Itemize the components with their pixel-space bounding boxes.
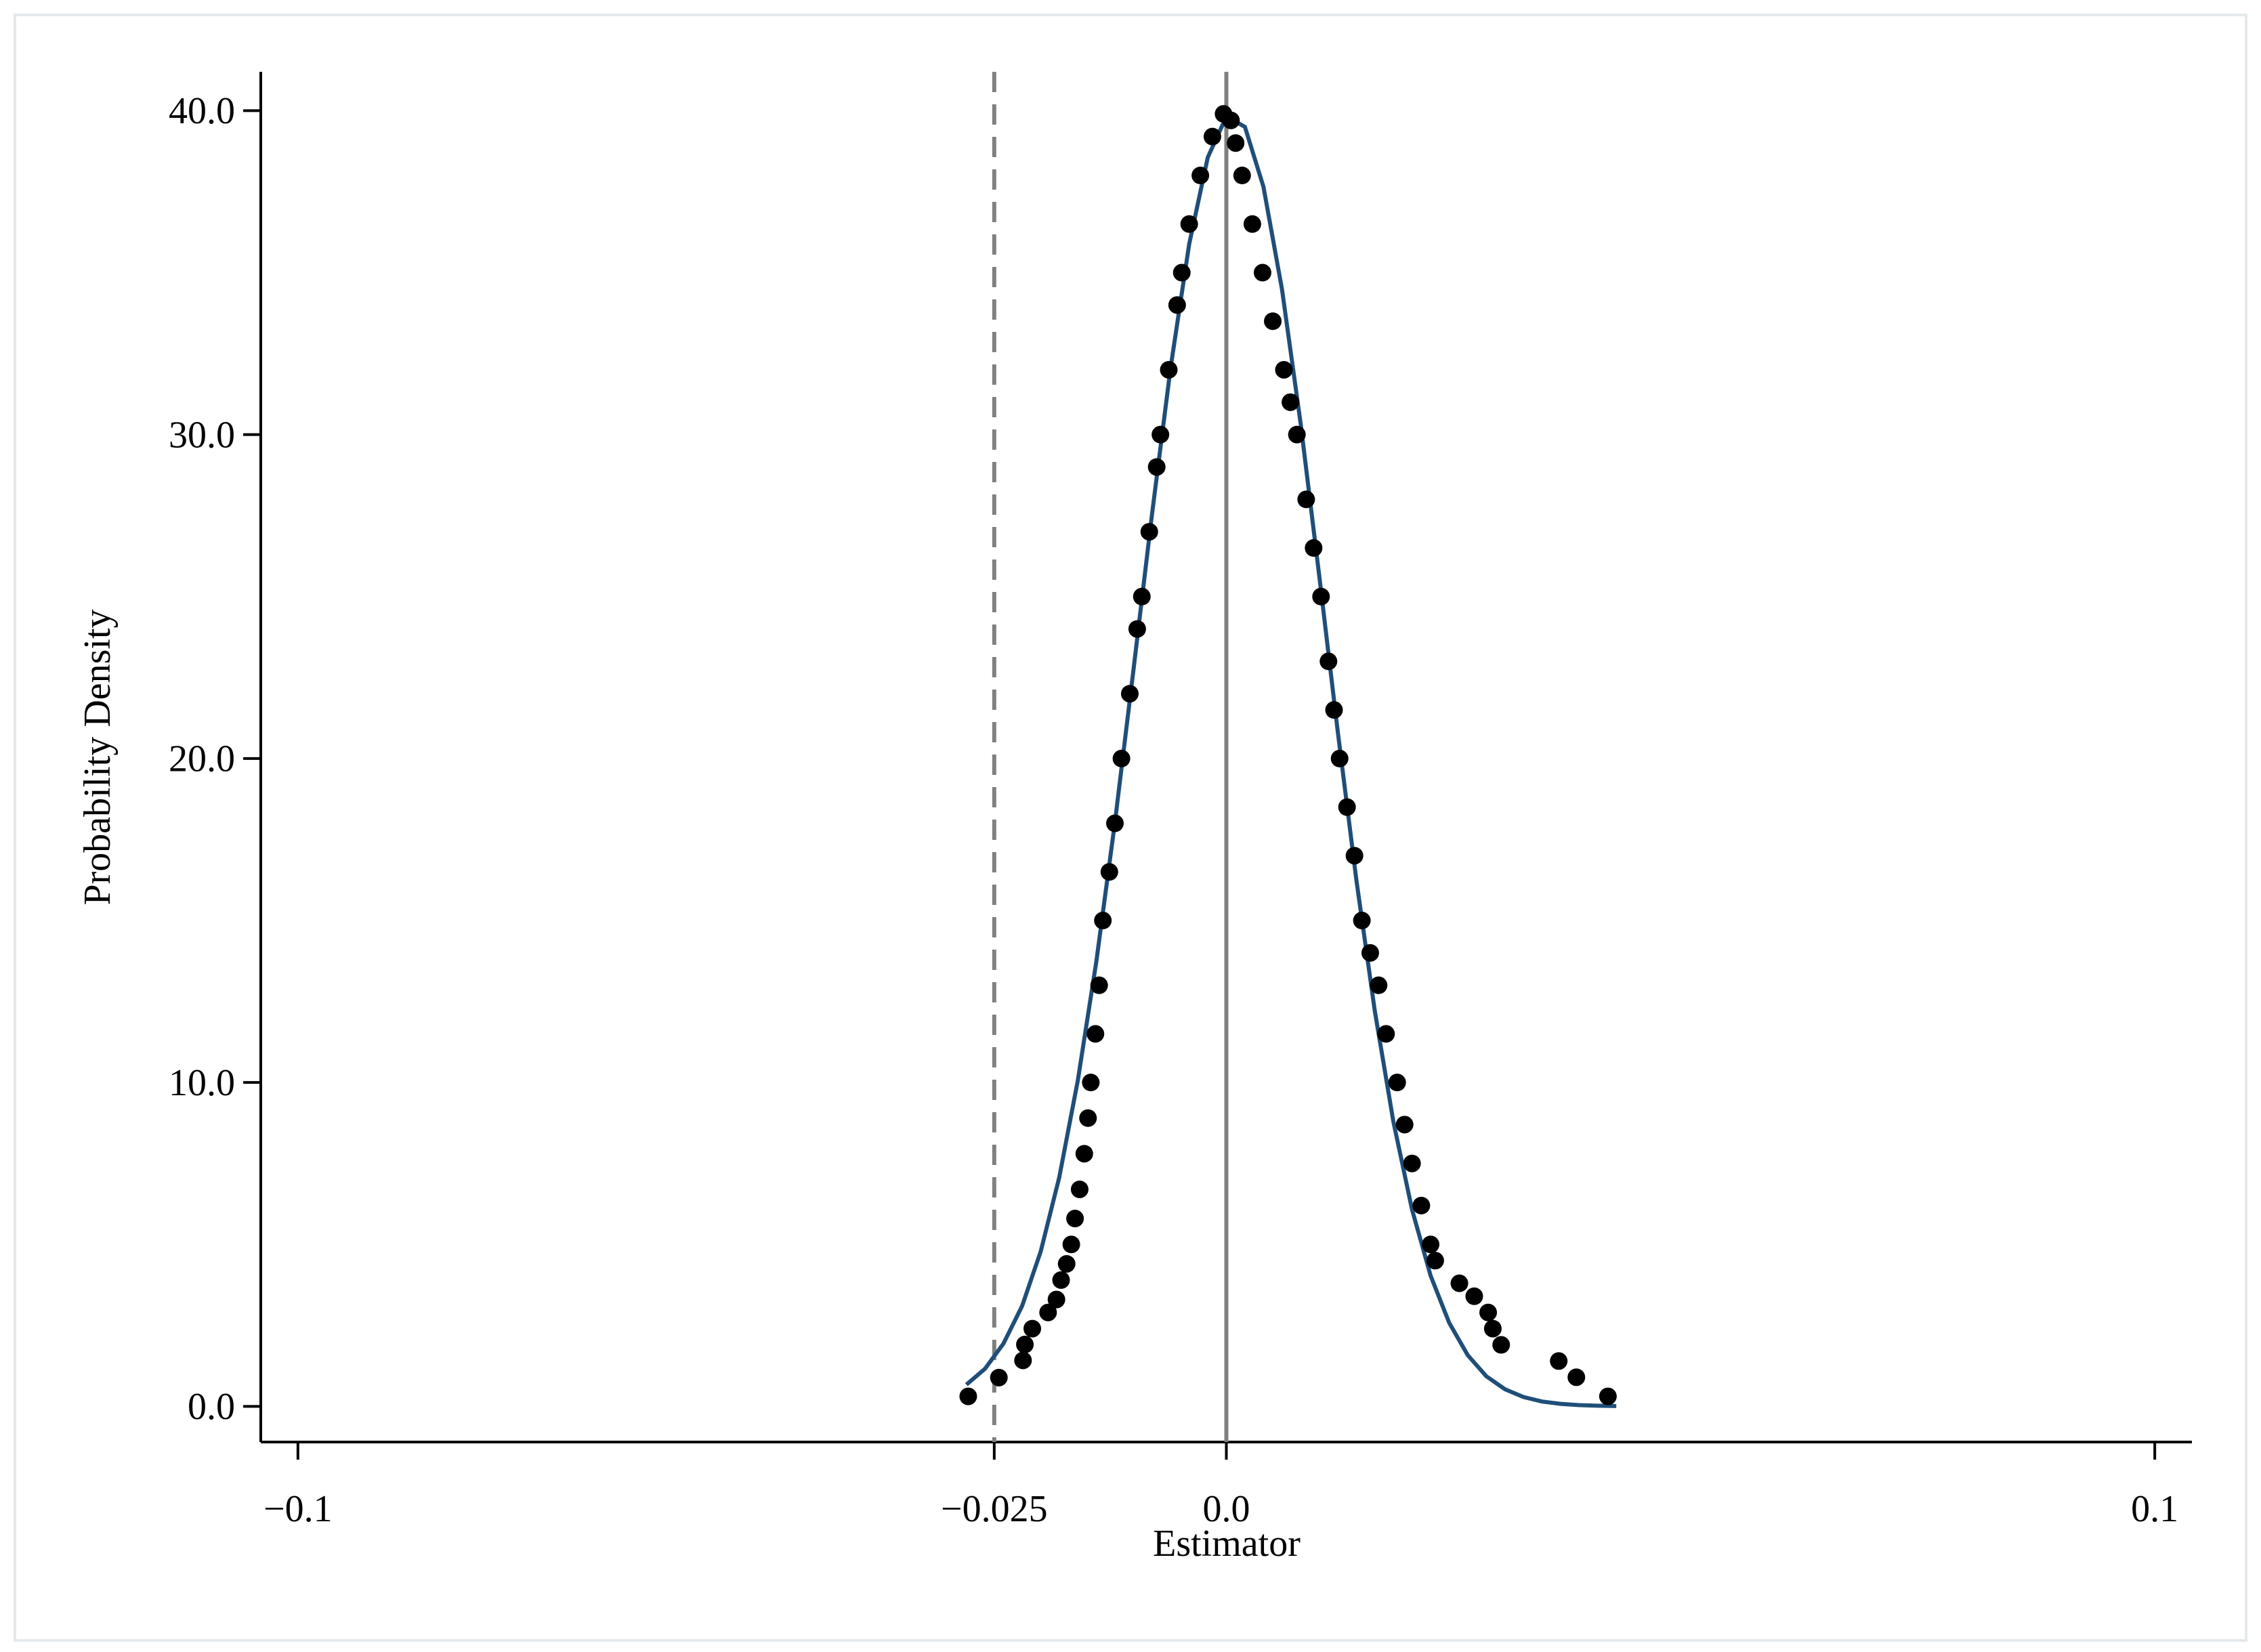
scatter-point: [1079, 1109, 1097, 1127]
scatter-point: [1222, 111, 1240, 129]
scatter-point: [1180, 215, 1198, 233]
scatter-point: [1412, 1196, 1431, 1214]
scatter-point: [1465, 1287, 1483, 1305]
scatter-point: [1330, 749, 1349, 767]
scatter-point: [1370, 976, 1388, 994]
scatter-point: [1112, 749, 1130, 767]
scatter-point: [1203, 127, 1221, 146]
scatter-point: [1070, 1180, 1089, 1198]
scatter-point: [1361, 944, 1379, 962]
scatter-point: [1338, 798, 1356, 816]
scatter-point: [1120, 685, 1139, 703]
scatter-point: [1325, 701, 1343, 719]
scatter-point: [1483, 1319, 1502, 1338]
y-tick-label: 30.0: [169, 414, 235, 456]
x-tick-label: −0.1: [263, 1488, 333, 1530]
scatter-point: [1106, 814, 1124, 832]
scatter-point: [1492, 1336, 1510, 1354]
scatter-point: [1353, 912, 1371, 930]
scatter-point: [1128, 620, 1146, 638]
scatter-point: [1147, 458, 1166, 476]
scatter-point: [1422, 1235, 1440, 1254]
scatter-point: [1599, 1387, 1617, 1405]
x-axis-label: Estimator: [1153, 1523, 1301, 1565]
scatter-point: [1312, 587, 1330, 606]
x-tick-label: 0.0: [1203, 1488, 1250, 1530]
y-tick-label: 0.0: [188, 1386, 235, 1428]
scatter-point: [959, 1387, 977, 1405]
scatter-point: [1345, 847, 1364, 865]
density-curve: [965, 113, 1617, 1408]
scatter-point: [1086, 1025, 1105, 1043]
frame: [14, 14, 2247, 1642]
scatter-point: [1133, 587, 1151, 606]
y-tick-label: 40.0: [169, 90, 235, 132]
scatter-point: [1275, 360, 1293, 379]
scatter-point: [1023, 1319, 1042, 1338]
scatter-point: [1253, 263, 1271, 282]
scatter-point: [1305, 539, 1323, 557]
scatter-point: [1319, 652, 1338, 671]
scatter-point: [1450, 1274, 1468, 1292]
scatter-point: [1172, 263, 1191, 282]
scatter-point: [1297, 490, 1315, 509]
scatter-point: [1282, 393, 1300, 411]
scatter-point: [1403, 1154, 1421, 1172]
scatter-point: [1062, 1235, 1080, 1254]
scatter-point: [1094, 912, 1112, 930]
scatter-point: [1243, 215, 1261, 233]
scatter-point: [1168, 296, 1186, 314]
scatter-point: [1395, 1116, 1414, 1134]
scatter-point: [1075, 1145, 1093, 1163]
scatter-point: [1227, 134, 1245, 152]
scatter-point: [1014, 1351, 1032, 1370]
y-tick-label: 10.0: [169, 1062, 235, 1104]
scatter-point: [1288, 425, 1306, 444]
scatter-point: [1388, 1074, 1406, 1092]
scatter-point: [1151, 425, 1170, 444]
scatter-point: [990, 1368, 1008, 1386]
scatter-point: [1100, 863, 1118, 881]
scatter-point: [1140, 523, 1158, 541]
y-tick-label: 20.0: [169, 738, 235, 780]
x-tick-label: 0.1: [2131, 1488, 2178, 1530]
scatter-point: [1082, 1074, 1100, 1092]
scatter-point: [1426, 1252, 1444, 1270]
scatter-point: [1550, 1352, 1568, 1370]
scatter-point: [1039, 1303, 1057, 1321]
scatter-point: [1191, 167, 1210, 185]
scatter-point: [1160, 360, 1178, 379]
scatter-point: [1066, 1210, 1084, 1228]
scatter-point: [1479, 1303, 1498, 1321]
y-axis-label: Probability Density: [77, 609, 119, 905]
scatter-point: [1057, 1254, 1076, 1273]
scatter-point: [1264, 312, 1282, 331]
scatter-point: [1377, 1025, 1395, 1043]
scatter-point: [1090, 976, 1108, 994]
scatter-point: [1567, 1368, 1586, 1386]
scatter-point: [1047, 1290, 1065, 1309]
scatter-point: [1052, 1271, 1070, 1289]
x-tick-label: −0.025: [941, 1488, 1048, 1530]
scatter-point: [1016, 1336, 1034, 1354]
scatter-point: [1233, 167, 1251, 185]
